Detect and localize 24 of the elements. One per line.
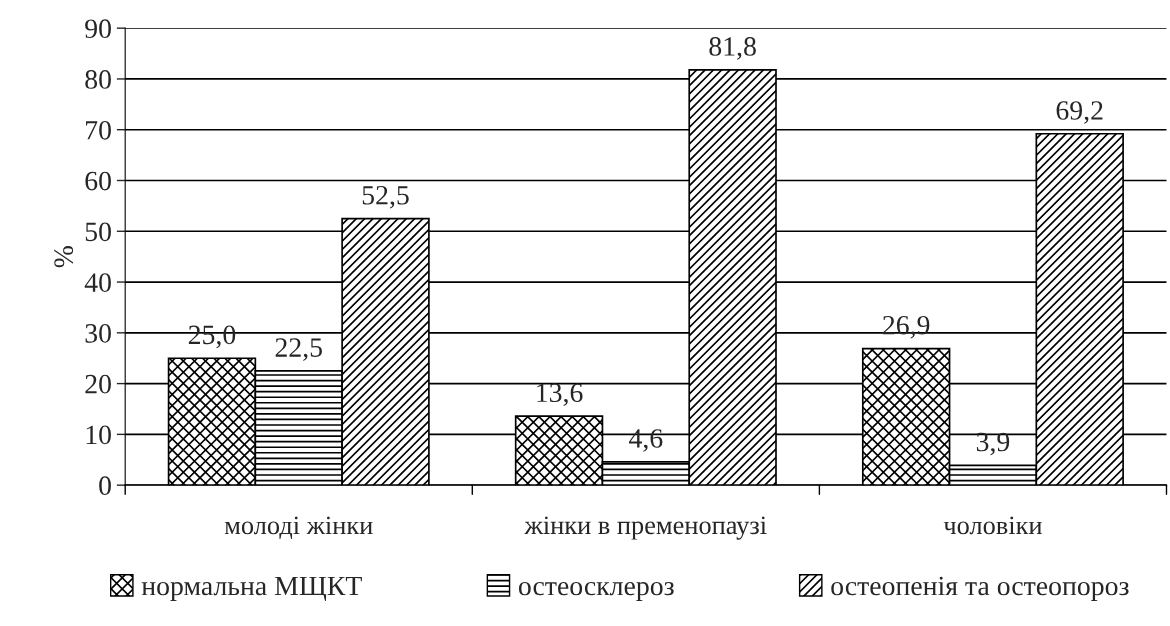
legend-label: нормальна МЩКТ (141, 576, 362, 601)
y-axis-title: % (54, 246, 74, 268)
data-label: 13,6 (537, 383, 583, 407)
data-label: 81,8 (709, 37, 756, 60)
y-tick-label: 10 (86, 425, 111, 445)
legend-label: остеосклероз (518, 581, 674, 601)
x-tick-label: чоловіки (943, 516, 1042, 535)
data-label: 69,2 (1056, 101, 1103, 124)
y-tick-label: 80 (85, 70, 111, 89)
legend-label: остеопенія та остеопороз (831, 576, 1129, 601)
y-tick-label: 30 (85, 323, 111, 343)
x-tick-label: молоді жінки (224, 516, 373, 540)
x-tick-label: жінки в пременопаузі (524, 516, 767, 540)
data-label: 3,9 (976, 432, 1010, 456)
data-label: 22,5 (275, 338, 322, 361)
y-tick-label: 20 (85, 374, 111, 394)
y-tick-label: 0 (99, 476, 111, 496)
y-tick-label: 90 (85, 19, 111, 39)
data-label: 52,5 (362, 185, 409, 209)
data-label: 4,6 (629, 429, 663, 452)
y-tick-label: 50 (85, 222, 111, 242)
y-tick-label: 40 (84, 273, 111, 292)
y-tick-label: 60 (85, 171, 111, 191)
y-tick-label: 70 (86, 120, 111, 140)
